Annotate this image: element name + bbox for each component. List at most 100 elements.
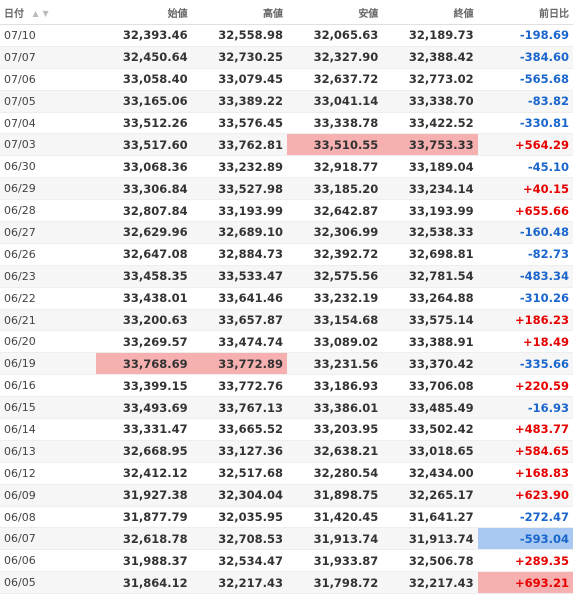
cell-high: 33,767.13 xyxy=(191,396,287,420)
table-row: 06/29 33,306.84 33,527.98 33,185.20 33,234.1… xyxy=(0,177,573,201)
table-row: 06/14 33,331.47 33,665.52 33,203.95 33,502.4… xyxy=(0,418,573,441)
cell-open: 32,668.95 xyxy=(96,440,192,463)
cell-date: 06/12 xyxy=(0,462,97,485)
cell-open: 33,512.26 xyxy=(96,112,192,135)
table-row: 06/16 33,399.15 33,772.76 33,186.93 33,706.0… xyxy=(0,374,573,398)
cell-low: 32,918.77 xyxy=(286,155,383,179)
cell-open: 32,647.08 xyxy=(96,243,192,266)
cell-change: -565.68 xyxy=(477,68,573,91)
cell-date: 06/21 xyxy=(0,309,97,332)
cell-high: 32,534.47 xyxy=(191,549,287,573)
column-header-close[interactable]: 終値 xyxy=(382,0,478,25)
cell-open: 33,493.69 xyxy=(96,396,192,420)
cell-high: 33,641.46 xyxy=(191,287,287,310)
table-row: 06/12 32,412.12 32,517.68 32,280.54 32,434.0… xyxy=(0,462,573,485)
cell-high: 32,884.73 xyxy=(191,243,287,266)
table-row: 06/15 33,493.69 33,767.13 33,386.01 33,485.4… xyxy=(0,396,573,420)
sort-descending-icon[interactable]: ▼ xyxy=(42,9,49,18)
column-header-change[interactable]: 前日比 xyxy=(477,0,573,25)
cell-date: 06/16 xyxy=(0,374,97,398)
cell-low: 33,231.56 xyxy=(286,352,383,376)
column-header-open[interactable]: 始値 xyxy=(96,0,192,25)
cell-change: -330.81 xyxy=(477,112,573,135)
cell-low: 31,798.72 xyxy=(286,571,383,595)
table-row: 07/07 32,450.64 32,730.25 32,327.90 32,388.4… xyxy=(0,46,573,69)
cell-date: 06/13 xyxy=(0,440,97,463)
table-row: 06/27 32,629.96 32,689.10 32,306.99 32,538.3… xyxy=(0,221,573,244)
cell-change: +40.15 xyxy=(477,177,573,201)
cell-date: 06/29 xyxy=(0,177,97,201)
cell-low: 33,386.01 xyxy=(286,396,383,420)
cell-high: 33,576.45 xyxy=(191,112,287,135)
cell-open: 33,517.60 xyxy=(96,133,192,157)
cell-close: 33,264.88 xyxy=(382,287,478,310)
header-row: 日付 ▲ ▼ 始値 高値 安値 終値 前日比 xyxy=(0,0,573,25)
table-row: 06/06 31,988.37 32,534.47 31,933.87 32,506.7… xyxy=(0,549,573,573)
cell-date: 07/05 xyxy=(0,90,97,113)
cell-open: 31,864.12 xyxy=(96,571,192,595)
cell-change: -272.47 xyxy=(477,506,573,529)
column-header-high[interactable]: 高値 xyxy=(191,0,287,25)
cell-close: 31,641.27 xyxy=(382,506,478,529)
cell-change: +168.83 xyxy=(477,462,573,485)
sort-icons[interactable]: ▲ ▼ xyxy=(31,9,48,18)
table-row: 06/13 32,668.95 33,127.36 32,638.21 33,018.6… xyxy=(0,440,573,463)
cell-high: 32,304.04 xyxy=(191,484,287,507)
cell-open: 32,807.84 xyxy=(96,199,192,223)
cell-low: 33,041.14 xyxy=(286,90,383,113)
cell-change: -45.10 xyxy=(477,155,573,179)
column-header-low[interactable]: 安値 xyxy=(286,0,383,25)
sort-ascending-icon[interactable]: ▲ xyxy=(32,9,39,18)
table-body: 07/10 32,393.46 32,558.98 32,065.63 32,189.7… xyxy=(0,24,573,595)
table-row: 06/22 33,438.01 33,641.46 33,232.19 33,264.8… xyxy=(0,287,573,310)
cell-open: 31,877.79 xyxy=(96,506,192,529)
cell-change: +584.65 xyxy=(477,440,573,463)
cell-open: 31,927.38 xyxy=(96,484,192,507)
cell-open: 33,438.01 xyxy=(96,287,192,310)
cell-change: -160.48 xyxy=(477,221,573,244)
cell-close: 33,189.04 xyxy=(382,155,478,179)
cell-open: 33,458.35 xyxy=(96,265,192,288)
cell-open: 33,306.84 xyxy=(96,177,192,201)
cell-low: 33,510.55 xyxy=(286,133,383,157)
cell-date: 06/30 xyxy=(0,155,97,179)
cell-close: 33,018.65 xyxy=(382,440,478,463)
cell-close: 33,234.14 xyxy=(382,177,478,201)
cell-low: 33,089.02 xyxy=(286,330,383,354)
cell-close: 33,706.08 xyxy=(382,374,478,398)
cell-low: 32,280.54 xyxy=(286,462,383,485)
cell-date: 06/23 xyxy=(0,265,97,288)
cell-date: 06/27 xyxy=(0,221,97,244)
table-row: 06/08 31,877.79 32,035.95 31,420.45 31,641.2… xyxy=(0,506,573,529)
cell-close: 33,338.70 xyxy=(382,90,478,113)
cell-close: 32,217.43 xyxy=(382,571,478,595)
cell-high: 33,762.81 xyxy=(191,133,287,157)
cell-low: 31,420.45 xyxy=(286,506,383,529)
cell-high: 33,665.52 xyxy=(191,418,287,441)
cell-change: +289.35 xyxy=(477,549,573,573)
column-header-date-label: 日付 xyxy=(4,8,24,20)
cell-high: 33,193.99 xyxy=(191,199,287,223)
table-row: 06/23 33,458.35 33,533.47 32,575.56 32,781.5… xyxy=(0,265,573,288)
cell-change: +186.23 xyxy=(477,309,573,332)
cell-high: 32,035.95 xyxy=(191,506,287,529)
table-row: 06/28 32,807.84 33,193.99 32,642.87 33,193.9… xyxy=(0,199,573,223)
cell-low: 33,203.95 xyxy=(286,418,383,441)
cell-low: 32,065.63 xyxy=(286,24,383,47)
cell-close: 33,370.42 xyxy=(382,352,478,376)
cell-low: 33,186.93 xyxy=(286,374,383,398)
cell-open: 33,331.47 xyxy=(96,418,192,441)
cell-open: 32,393.46 xyxy=(96,24,192,47)
cell-close: 31,913.74 xyxy=(382,527,478,551)
cell-low: 32,637.72 xyxy=(286,68,383,91)
table-row: 06/19 33,768.69 33,772.89 33,231.56 33,370.4… xyxy=(0,352,573,376)
cell-change: -82.73 xyxy=(477,243,573,266)
cell-date: 06/19 xyxy=(0,352,97,376)
cell-change: +623.90 xyxy=(477,484,573,507)
cell-date: 06/05 xyxy=(0,571,97,595)
table-row: 06/20 33,269.57 33,474.74 33,089.02 33,388.9… xyxy=(0,330,573,354)
column-header-date[interactable]: 日付 ▲ ▼ xyxy=(0,0,97,25)
cell-low: 33,185.20 xyxy=(286,177,383,201)
cell-high: 33,232.89 xyxy=(191,155,287,179)
table-row: 06/21 33,200.63 33,657.87 33,154.68 33,575.1… xyxy=(0,309,573,332)
